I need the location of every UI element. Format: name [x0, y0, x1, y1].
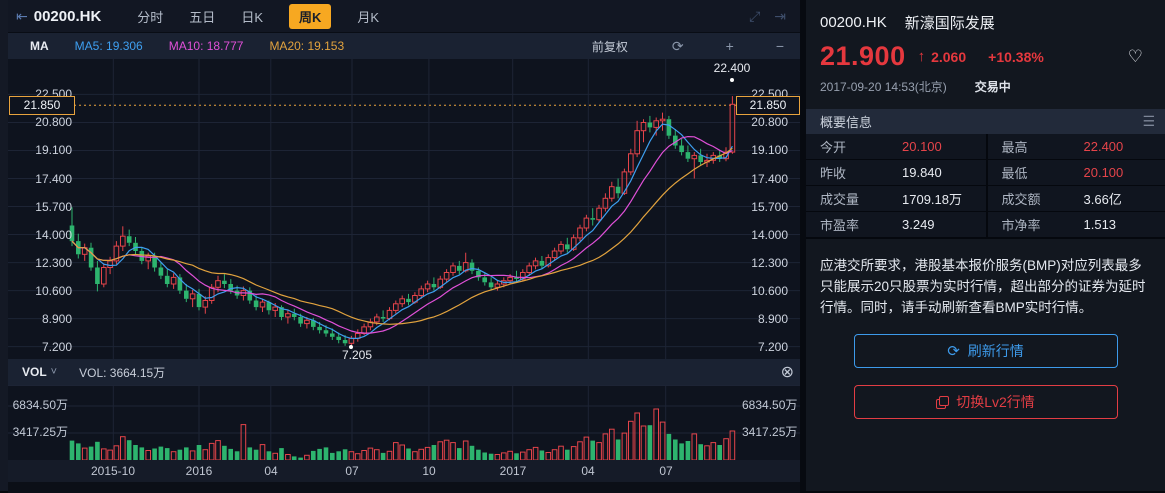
- stat-low: 最低 20.100: [986, 160, 1165, 186]
- time-axis-label: 07: [659, 464, 672, 478]
- tab-daily-k[interactable]: 日K: [241, 4, 263, 29]
- volume-chart[interactable]: 6834.50万 3417.25万 6834.50万 3417.25万: [8, 385, 800, 460]
- menu-icon[interactable]: ☰: [1142, 113, 1155, 130]
- last-price-tag-right: 21.850: [736, 96, 800, 115]
- quote-datetime: 2017-09-20 14:53(北京): [820, 78, 947, 95]
- quote-time-row: 2017-09-20 14:53(北京) 交易中: [806, 72, 1165, 95]
- high-annotation: 22.400: [714, 61, 751, 75]
- volume-header: VOL ˅ VOL: 3664.15万 ⊗: [8, 359, 800, 385]
- stat-high: 最高 22.400: [986, 134, 1165, 160]
- stat-open: 今开 20.100: [806, 134, 986, 160]
- last-price-tag-left: 21.850: [9, 96, 75, 115]
- market-status: 交易中: [975, 78, 1011, 95]
- ma10-value: MA10: 18.777: [169, 39, 244, 53]
- price-row: 21.900 ↑ 2.060 +10.38% ♡: [806, 33, 1165, 72]
- price-change-percent: +10.38%: [988, 49, 1044, 65]
- low-marker-dot: [349, 345, 353, 349]
- fullscreen-expand-icon[interactable]: ⤢: [749, 8, 760, 25]
- price-chart-svg[interactable]: [8, 59, 800, 359]
- stat-prev-close: 昨收 19.840: [806, 160, 986, 186]
- time-axis-label: 10: [422, 464, 435, 478]
- time-axis-label: 04: [264, 464, 277, 478]
- ma5-value: MA5: 19.306: [75, 39, 143, 53]
- dock-right-icon[interactable]: ⇥: [774, 8, 786, 25]
- high-marker-dot: [730, 78, 734, 82]
- volume-chart-svg[interactable]: [8, 386, 800, 460]
- ma-label: MA: [30, 39, 49, 53]
- quote-head: 00200.HK 新濠国际发展: [806, 0, 1165, 33]
- price-change: 2.060: [931, 49, 966, 65]
- refresh-quotes-button[interactable]: ⟳ 刷新行情: [854, 334, 1118, 368]
- time-axis-label: 2015-10: [91, 464, 135, 478]
- tab-weekly-k[interactable]: 周K: [289, 4, 331, 29]
- bmp-notice-text: 应港交所要求，港股基本报价服务(BMP)对应列表最多只能展示20只股票为实时行情…: [820, 255, 1151, 318]
- panel-footer-strip: [8, 482, 800, 493]
- volume-indicator-select[interactable]: VOL ˅: [22, 365, 57, 379]
- chart-header: ⇤ 00200.HK 分时 五日 日K 周K 月K ⤢ ⇥: [8, 0, 800, 33]
- time-axis-label: 07: [345, 464, 358, 478]
- refresh-icon: ⟳: [947, 344, 960, 359]
- time-axis-label: 2016: [186, 464, 213, 478]
- zoom-in-icon[interactable]: +: [726, 38, 734, 54]
- switch-lv2-button[interactable]: 切换Lv2行情: [854, 385, 1118, 419]
- ma20-value: MA20: 19.153: [269, 39, 344, 53]
- close-volume-pane-icon[interactable]: ⊗: [781, 362, 794, 382]
- tab-timeline[interactable]: 分时: [137, 4, 163, 29]
- stat-volume: 成交量 1709.18万: [806, 186, 986, 212]
- favorite-heart-icon[interactable]: ♡: [1128, 47, 1143, 67]
- adjust-mode-button[interactable]: 前复权: [592, 38, 628, 55]
- tab-monthly-k[interactable]: 月K: [357, 4, 379, 29]
- collapse-panel-icon[interactable]: ⇤: [16, 8, 28, 25]
- chart-symbol: 00200.HK: [34, 8, 102, 25]
- chart-panel: ⇤ 00200.HK 分时 五日 日K 周K 月K ⤢ ⇥ MA MA5: 19…: [8, 0, 800, 491]
- period-tabs: 分时 五日 日K 周K 月K: [137, 4, 379, 29]
- low-annotation: 7.205: [342, 348, 372, 362]
- refresh-chart-icon[interactable]: ⟳: [672, 38, 684, 55]
- time-axis-label: 2017: [500, 464, 527, 478]
- quote-panel: 00200.HK 新濠国际发展 21.900 ↑ 2.060 +10.38% ♡…: [800, 0, 1165, 491]
- stat-pe-ratio: 市盈率 3.249: [806, 212, 986, 238]
- switch-layers-icon: [936, 396, 948, 408]
- stat-turnover: 成交额 3.66亿: [986, 186, 1165, 212]
- zoom-out-icon[interactable]: −: [776, 38, 784, 54]
- current-price: 21.900: [820, 41, 906, 72]
- tab-5day[interactable]: 五日: [189, 4, 215, 29]
- stock-name: 新濠国际发展: [905, 12, 995, 33]
- arrow-up-icon: ↑: [918, 48, 926, 65]
- chevron-down-icon: ˅: [51, 366, 57, 378]
- time-axis: 2015-10 2016 04 07 10 2017 04 07: [8, 460, 800, 482]
- stock-code: 00200.HK: [820, 14, 887, 31]
- summary-table: 今开 20.100 最高 22.400 昨收 19.840 最低 20.100 …: [806, 134, 1165, 239]
- summary-title: 概要信息: [820, 112, 872, 131]
- stat-pb-ratio: 市净率 1.513: [986, 212, 1165, 238]
- summary-section-header: 概要信息 ☰: [806, 109, 1165, 134]
- indicator-bar: MA MA5: 19.306 MA10: 18.777 MA20: 19.153…: [8, 33, 800, 59]
- time-axis-label: 04: [581, 464, 594, 478]
- volume-current-value: VOL: 3664.15万: [79, 364, 165, 381]
